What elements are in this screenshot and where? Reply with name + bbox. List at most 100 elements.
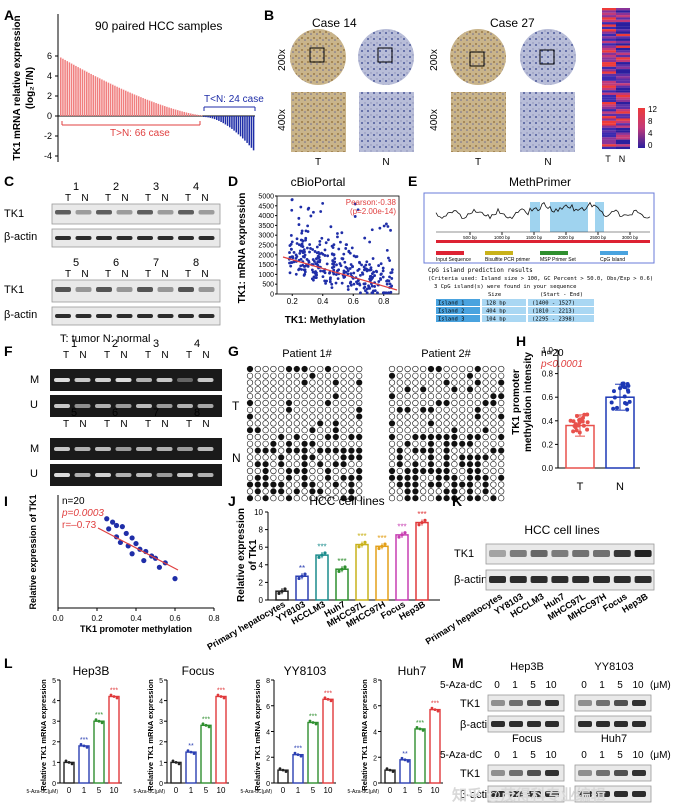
panel-d-point [315, 245, 319, 249]
panel-f-lane-number: 6 [112, 407, 118, 419]
panel-m-band [632, 700, 646, 706]
panel-g-cpg-site [348, 393, 355, 400]
panel-h-point [623, 385, 628, 390]
panel-b-heat-cell [616, 127, 630, 131]
panel-g-cpg-site [293, 440, 300, 447]
panel-g-cpg-site [451, 467, 458, 475]
panel-h-point [577, 430, 582, 435]
panel-d-point [349, 283, 353, 287]
panel-f-lane-number: 1 [71, 338, 77, 350]
panel-i-point [117, 539, 123, 546]
panel-c-band [55, 210, 71, 215]
panel-j-point [403, 531, 407, 535]
panel-l-dose: 1 [403, 786, 408, 795]
panel-g: G Patient 1# Patient 2# T N [228, 343, 505, 502]
panel-k-band-tk1 [489, 550, 506, 557]
panel-d-point [329, 225, 333, 229]
panel-g-cpg-site [262, 447, 269, 454]
panel-b-heat-cell [602, 47, 616, 51]
panel-g-cpg-site [332, 440, 339, 447]
panel-letter-b: B [264, 7, 274, 23]
panel-f-band [115, 404, 132, 408]
panel-l-point [70, 762, 74, 766]
panel-l-point [323, 696, 327, 700]
panel-j-ytick-label: 4 [259, 561, 264, 570]
panel-d-pearson: Pearson:-0.38 [346, 198, 397, 207]
panel-g-cpg-site [443, 372, 450, 379]
panel-a: A 90 paired HCC samples TK1 mRNA relativ… [4, 7, 264, 162]
panel-g-cpg-site [466, 454, 474, 461]
panel-c-lane-t: T [185, 269, 191, 280]
panel-b-heat-cell [602, 92, 616, 95]
panel-l-sig: *** [416, 720, 424, 727]
panel-g-cpg-site [246, 372, 254, 379]
panel-d-point [368, 277, 372, 281]
panel-d-point [308, 243, 312, 246]
panel-g-cpg-site [427, 386, 435, 393]
panel-g-cpg-site [293, 413, 300, 420]
panel-k-band-actin [530, 576, 548, 583]
panel-d-point [308, 250, 311, 254]
panel-g-cpg-site [301, 399, 308, 407]
panel-g-cpg-site [396, 372, 403, 379]
panel-g-cpg-site [451, 372, 458, 379]
panel-g-cpg-site [340, 365, 347, 373]
panel-g-cpg-site [474, 365, 481, 373]
panel-g-cpg-site [293, 495, 300, 502]
panel-l-ytick-label: 6 [266, 704, 270, 711]
panel-g-cpg-site [324, 454, 332, 461]
panel-d-point [292, 251, 296, 254]
panel-b-heat-cell [602, 24, 616, 27]
panel-j-point [363, 540, 367, 544]
panel-g-cpg-site [301, 393, 308, 400]
panel-e-island-range: (1400 - 1527) [532, 301, 575, 307]
panel-d-point [381, 266, 385, 270]
panel-b-col-3: T [475, 157, 481, 168]
panel-h-point [621, 381, 626, 386]
panel-e-island-size-cell [482, 315, 526, 322]
panel-m-band [614, 700, 628, 706]
panel-g-cpg-site [270, 440, 277, 447]
panel-g-cpg-site [301, 461, 308, 468]
panel-b-heat-cell [602, 102, 616, 105]
panel-d-point [371, 289, 375, 293]
panel-g-cpg-site [340, 379, 347, 386]
panel-g-cpg-site [293, 399, 300, 407]
panel-g-cpg-site [285, 379, 293, 386]
panel-m-band [596, 770, 610, 776]
panel-j-point [340, 567, 344, 571]
panel-c-band [157, 210, 174, 215]
panel-g-cpg-site [309, 427, 316, 434]
panel-l-dose: 5 [204, 786, 209, 795]
panel-g-cpg-site [246, 393, 254, 400]
panel-d-point [306, 224, 310, 228]
panel-b-heat-cell [616, 45, 630, 48]
panel-g-cpg-site [356, 427, 363, 434]
panel-c-band [55, 236, 71, 240]
panel-d-point [372, 270, 376, 274]
panel-g-cpg-site [254, 433, 261, 441]
panel-m-band [545, 791, 559, 797]
panel-c-lane-n: N [121, 269, 128, 280]
panel-l-point [436, 709, 440, 713]
panel-g-cpg-site [435, 379, 442, 386]
panel-g-cpg-site [396, 454, 403, 461]
panel-c-lane-number: 1 [73, 181, 79, 193]
panel-g-cpg-site [435, 474, 442, 481]
panel-e-island-table: Island 1 128 bp (1400 - 1527)Island 2 404 b… [436, 299, 594, 323]
panel-b-heat-cell [616, 10, 630, 13]
panel-g-cpg-site [301, 495, 308, 502]
panel-g-cpg-site [474, 433, 481, 441]
panel-m-treat-top: 5-Aza-dC [440, 680, 482, 691]
panel-g-cpg-site [285, 420, 293, 427]
panel-f-band [54, 404, 70, 408]
panel-a-bar [168, 107, 170, 116]
panel-b-heat-cell [616, 104, 630, 107]
panel-b-heat-cell [616, 62, 630, 65]
panel-f-lane-t: T [63, 419, 69, 430]
panel-h-yticks: 1.00.80.60.40.20.0 [542, 346, 558, 473]
panel-d-point [294, 272, 298, 276]
panel-g-cpg-site [451, 461, 458, 468]
panel-l-sig: *** [324, 690, 332, 697]
panel-c-band [75, 236, 92, 240]
